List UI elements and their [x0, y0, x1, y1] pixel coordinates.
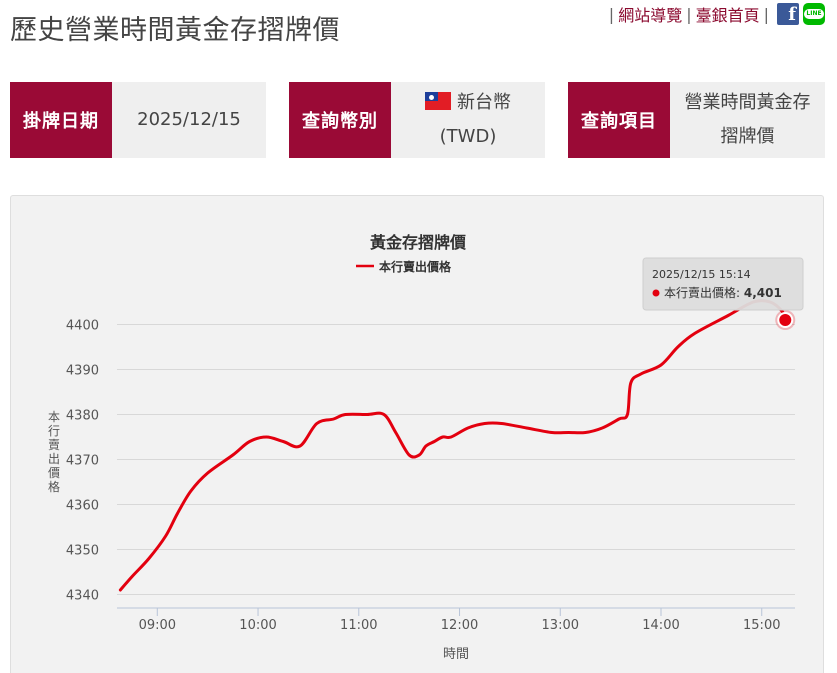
top-links: | 網站導覽 | 臺銀首頁 | f LINE	[605, 2, 825, 26]
x-tick-label: 12:00	[441, 618, 478, 633]
price-chart: 4340 4350 4360 4370 4380 4390 4400 09:00 10:00 11…	[48, 233, 804, 662]
tooltip-time: 2025/12/15 15:14	[652, 268, 751, 281]
date-value: 2025/12/15	[112, 82, 266, 158]
legend-label: 本行賣出價格	[379, 259, 452, 274]
currency-label: 查詢幣別	[289, 82, 391, 158]
y-tick-label: 4360	[66, 499, 99, 514]
facebook-icon[interactable]: f	[777, 3, 799, 25]
data-point-marker	[777, 312, 794, 328]
tooltip-box	[642, 257, 804, 311]
chart-container: 4340 4350 4360 4370 4380 4390 4400 09:00 10:00 11…	[10, 195, 824, 673]
item-value: 營業時間黃金存 摺牌價	[670, 82, 825, 158]
x-tick-label: 13:00	[542, 618, 579, 633]
item-label: 查詢項目	[568, 82, 670, 158]
item-value-line1: 營業時間黃金存	[684, 92, 811, 113]
currency-name: 新台幣	[457, 92, 511, 113]
y-tick-label: 4350	[66, 544, 99, 559]
taiwan-flag-icon	[425, 92, 451, 110]
chart-title: 黃金存摺牌價	[369, 233, 467, 252]
home-link[interactable]: 臺銀首頁	[695, 6, 760, 25]
item-block: 查詢項目 營業時間黃金存 摺牌價	[568, 82, 825, 158]
y-tick-label: 4390	[66, 364, 99, 379]
line-icon[interactable]: LINE	[803, 3, 825, 25]
tooltip-dot	[652, 289, 660, 297]
x-tick-label: 10:00	[239, 618, 276, 633]
item-value-line2: 摺牌價	[720, 126, 775, 147]
x-tick-label: 14:00	[642, 618, 679, 633]
x-tick-label: 15:00	[743, 618, 780, 633]
currency-value: 新台幣 (TWD)	[391, 82, 545, 158]
x-axis-title: 時間	[443, 647, 469, 662]
y-tick-label: 4380	[66, 409, 99, 424]
x-tick-label: 09:00	[139, 618, 176, 633]
y-tick-label: 4340	[66, 589, 99, 604]
page-title: 歷史營業時間黃金存摺牌價	[10, 15, 340, 46]
y-tick-label: 4370	[66, 454, 99, 469]
x-tick-label: 11:00	[340, 618, 377, 633]
y-axis-title: 本行賣出價格	[48, 410, 60, 494]
tooltip-value: 本行賣出價格: 4,401	[664, 285, 782, 300]
date-label: 掛牌日期	[10, 82, 112, 158]
currency-code: (TWD)	[439, 126, 497, 147]
currency-block: 查詢幣別 新台幣 (TWD)	[289, 82, 545, 158]
date-block: 掛牌日期 2025/12/15	[10, 82, 266, 158]
sitemap-link[interactable]: 網站導覽	[618, 6, 683, 25]
series-line	[118, 299, 787, 592]
y-tick-label: 4400	[66, 319, 99, 334]
